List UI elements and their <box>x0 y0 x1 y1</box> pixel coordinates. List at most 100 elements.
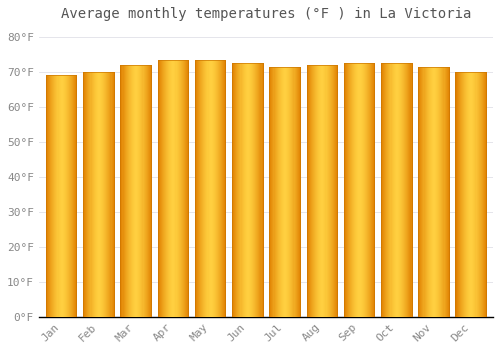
Bar <box>198 60 199 317</box>
Bar <box>128 65 129 317</box>
Bar <box>201 60 202 317</box>
Bar <box>274 66 276 317</box>
Bar <box>306 65 337 317</box>
Bar <box>110 72 112 317</box>
Bar <box>46 75 47 317</box>
Bar <box>238 63 240 317</box>
Bar <box>120 65 122 317</box>
Bar <box>392 63 394 317</box>
Bar <box>320 65 322 317</box>
Bar <box>312 65 313 317</box>
Bar <box>133 65 134 317</box>
Bar <box>482 72 483 317</box>
Bar <box>471 72 472 317</box>
Bar <box>315 65 316 317</box>
Bar <box>456 72 458 317</box>
Bar <box>129 65 130 317</box>
Bar <box>224 60 226 317</box>
Bar <box>164 60 165 317</box>
Bar <box>424 66 426 317</box>
Bar <box>208 60 210 317</box>
Bar <box>435 66 436 317</box>
Bar <box>97 72 98 317</box>
Bar <box>100 72 101 317</box>
Bar <box>84 72 85 317</box>
Bar <box>437 66 438 317</box>
Bar <box>136 65 137 317</box>
Bar <box>386 63 388 317</box>
Bar <box>196 60 197 317</box>
Bar <box>286 66 287 317</box>
Bar <box>124 65 126 317</box>
Bar <box>46 75 76 317</box>
Bar <box>385 63 386 317</box>
Bar <box>240 63 242 317</box>
Bar <box>242 63 244 317</box>
Bar <box>170 60 172 317</box>
Bar <box>306 65 337 317</box>
Bar <box>284 66 285 317</box>
Bar <box>310 65 312 317</box>
Bar <box>462 72 463 317</box>
Bar <box>368 63 369 317</box>
Bar <box>172 60 174 317</box>
Bar <box>112 72 114 317</box>
Bar <box>282 66 283 317</box>
Bar <box>401 63 402 317</box>
Bar <box>101 72 102 317</box>
Bar <box>252 63 253 317</box>
Bar <box>62 75 64 317</box>
Bar <box>281 66 282 317</box>
Bar <box>220 60 221 317</box>
Bar <box>186 60 187 317</box>
Bar <box>214 60 215 317</box>
Bar <box>253 63 254 317</box>
Bar <box>485 72 486 317</box>
Bar <box>60 75 62 317</box>
Bar <box>54 75 56 317</box>
Bar <box>195 60 196 317</box>
Bar <box>352 63 353 317</box>
Bar <box>49 75 50 317</box>
Bar <box>349 63 350 317</box>
Bar <box>440 66 442 317</box>
Bar <box>317 65 318 317</box>
Bar <box>138 65 140 317</box>
Bar <box>431 66 432 317</box>
Bar <box>478 72 480 317</box>
Bar <box>222 60 223 317</box>
Bar <box>254 63 255 317</box>
Bar <box>394 63 396 317</box>
Bar <box>434 66 435 317</box>
Bar <box>408 63 410 317</box>
Bar <box>130 65 131 317</box>
Bar <box>476 72 478 317</box>
Bar <box>353 63 354 317</box>
Bar <box>120 65 151 317</box>
Bar <box>402 63 403 317</box>
Bar <box>120 65 151 317</box>
Bar <box>335 65 336 317</box>
Bar <box>202 60 203 317</box>
Bar <box>88 72 90 317</box>
Bar <box>142 65 144 317</box>
Bar <box>483 72 484 317</box>
Bar <box>344 63 374 317</box>
Bar <box>406 63 407 317</box>
Bar <box>96 72 97 317</box>
Bar <box>235 63 236 317</box>
Bar <box>470 72 471 317</box>
Bar <box>484 72 485 317</box>
Bar <box>366 63 367 317</box>
Bar <box>203 60 204 317</box>
Bar <box>272 66 274 317</box>
Bar <box>65 75 66 317</box>
Bar <box>148 65 149 317</box>
Bar <box>200 60 201 317</box>
Bar <box>185 60 186 317</box>
Bar <box>256 63 258 317</box>
Bar <box>137 65 138 317</box>
Bar <box>472 72 474 317</box>
Bar <box>53 75 54 317</box>
Bar <box>234 63 235 317</box>
